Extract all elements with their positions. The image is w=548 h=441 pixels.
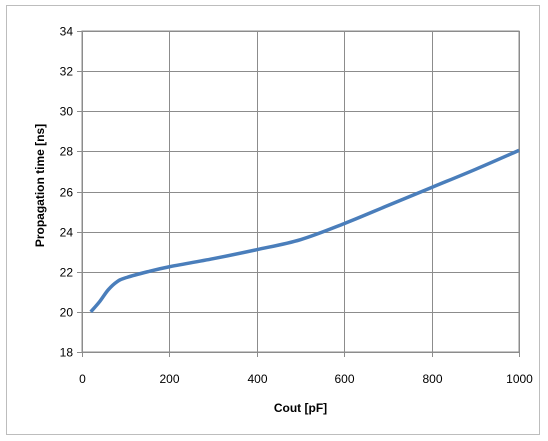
y-tick-label: 28 (60, 145, 74, 159)
x-axis-title: Cout [pF] (274, 401, 327, 415)
chart-frame (6, 5, 540, 435)
y-tick-label: 18 (60, 346, 74, 360)
axes (77, 30, 520, 357)
y-tick-label: 32 (60, 65, 74, 79)
y-tick-label: 22 (60, 266, 74, 280)
x-tick-label: 800 (422, 372, 442, 386)
x-tick-label: 600 (334, 372, 354, 386)
tick-labels: 18 20 22 24 26 28 30 32 34 0 200 400 600 800 1000 (60, 25, 534, 387)
series-line (89, 148, 520, 314)
x-tick-label: 200 (159, 372, 179, 386)
y-tick-label: 30 (60, 105, 74, 119)
y-tick-label: 24 (60, 226, 74, 240)
y-tick-label: 34 (60, 25, 74, 39)
y-tick-label: 20 (60, 306, 74, 320)
x-tick-label: 1000 (506, 372, 533, 386)
x-tick-label: 400 (247, 372, 267, 386)
grid (82, 31, 520, 353)
plot-area-border (81, 30, 520, 353)
y-tick-label: 26 (60, 186, 74, 200)
y-axis-title: Propagation time [ns] (33, 124, 47, 247)
x-tick-label: 0 (79, 372, 86, 386)
series-layer (89, 148, 520, 314)
